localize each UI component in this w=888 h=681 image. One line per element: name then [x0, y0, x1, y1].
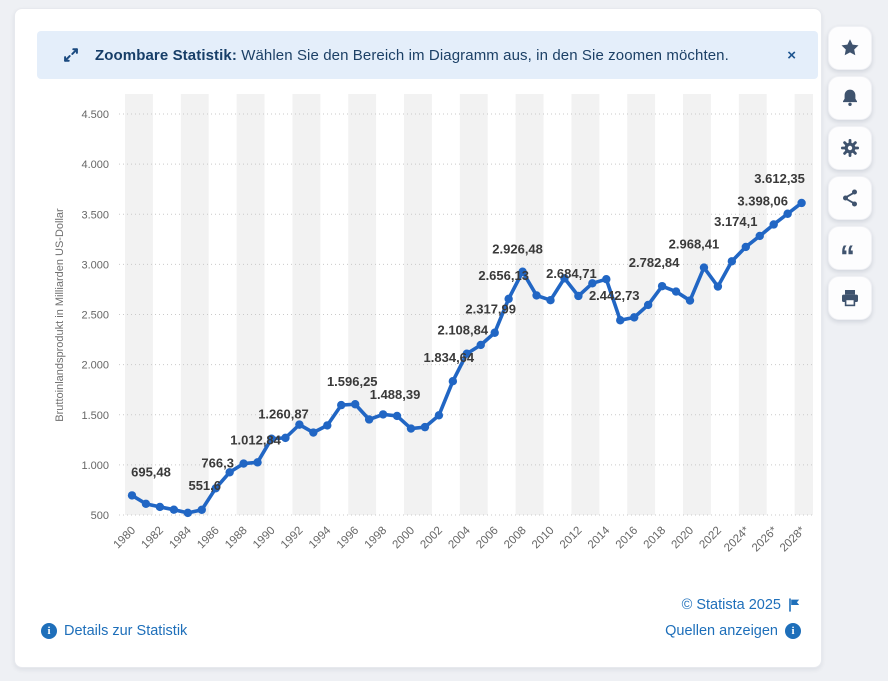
svg-text:1986: 1986: [195, 525, 222, 552]
svg-text:500: 500: [91, 510, 109, 522]
svg-text:1984: 1984: [167, 524, 194, 551]
copyright-link[interactable]: © Statista 2025: [682, 597, 801, 613]
svg-text:1980: 1980: [112, 525, 139, 552]
banner-title: Zoombare Statistik:: [95, 46, 237, 64]
zoom-banner: Zoombare Statistik: Wählen Sie den Berei…: [37, 31, 818, 79]
svg-text:3.000: 3.000: [81, 259, 109, 271]
flag-icon: [789, 598, 800, 612]
svg-text:695,48: 695,48: [131, 464, 171, 479]
copyright-label: © Statista 2025: [681, 597, 781, 613]
details-link[interactable]: Details zur Statistik: [41, 623, 187, 639]
svg-text:1998: 1998: [363, 525, 390, 552]
svg-text:1.000: 1.000: [81, 460, 109, 472]
svg-text:2028*: 2028*: [778, 524, 808, 554]
svg-text:2020: 2020: [670, 525, 697, 552]
svg-text:2.782,84: 2.782,84: [629, 255, 680, 270]
print-icon: [842, 290, 858, 307]
svg-text:3.174,1: 3.174,1: [714, 214, 757, 229]
details-link-label: Details zur Statistik: [64, 623, 188, 639]
svg-text:2010: 2010: [530, 525, 557, 552]
banner-message: Wählen Sie den Bereich im Diagramm aus, …: [241, 46, 729, 64]
notifications-button[interactable]: [828, 76, 872, 120]
gdp-line-chart[interactable]: 500 1.000 1.500 2.000 2.500 3.000 3.500 4.000 4.…: [15, 9, 821, 601]
svg-text:1.012,84: 1.012,84: [230, 433, 281, 448]
svg-text:551,6: 551,6: [188, 478, 221, 493]
svg-text:2024*: 2024*: [722, 524, 752, 554]
svg-text:2.108,84: 2.108,84: [437, 323, 488, 338]
svg-text:1.488,39: 1.488,39: [370, 387, 421, 402]
svg-text:1982: 1982: [139, 525, 166, 552]
svg-text:1996: 1996: [335, 525, 362, 552]
data-point-labels: 695,48 551,6 766,3 1.012,84 1.260,87 1.596,25…: [131, 171, 805, 493]
svg-text:2008: 2008: [502, 525, 529, 552]
svg-text:2.684,71: 2.684,71: [546, 266, 597, 281]
svg-text:2.968,41: 2.968,41: [669, 237, 720, 252]
cite-button[interactable]: “: [828, 226, 872, 270]
svg-text:2000: 2000: [391, 525, 418, 552]
print-button[interactable]: [828, 276, 872, 320]
svg-text:4.500: 4.500: [81, 109, 109, 121]
svg-text:2026*: 2026*: [750, 524, 780, 554]
svg-text:2018: 2018: [642, 525, 669, 552]
svg-text:3.500: 3.500: [81, 209, 109, 221]
settings-button[interactable]: [828, 126, 872, 170]
svg-text:2014: 2014: [586, 524, 613, 551]
banner-close-button[interactable]: ×: [779, 31, 804, 79]
svg-text:1.834,64: 1.834,64: [424, 350, 475, 365]
svg-text:2002: 2002: [418, 525, 445, 552]
svg-text:1990: 1990: [251, 525, 278, 552]
data-point-markers: [127, 198, 806, 518]
svg-text:1.260,87: 1.260,87: [258, 407, 309, 422]
svg-text:2016: 2016: [614, 525, 641, 552]
svg-text:766,3: 766,3: [201, 455, 234, 470]
favorite-button[interactable]: [828, 26, 872, 70]
svg-text:1992: 1992: [279, 525, 306, 552]
sources-link[interactable]: Quellen anzeigen: [665, 623, 801, 639]
svg-text:2.656,13: 2.656,13: [478, 268, 529, 283]
x-axis-labels: 1980 1982 1984 1986 1988 1990 1992 1994 1996 1998…: [112, 524, 809, 554]
star-icon: [841, 39, 859, 56]
svg-text:3.398,06: 3.398,06: [737, 193, 788, 208]
share-icon: [843, 189, 857, 207]
svg-text:2004: 2004: [446, 524, 473, 551]
gear-icon: [841, 139, 859, 157]
quote-icon-glyph: “: [840, 240, 855, 260]
bell-icon: [843, 89, 857, 106]
y-axis-labels: 500 1.000 1.500 2.000 2.500 3.000 3.500 4.000 4.…: [81, 109, 109, 522]
svg-text:2.000: 2.000: [81, 360, 109, 372]
svg-text:1.500: 1.500: [81, 410, 109, 422]
svg-text:2.442,73: 2.442,73: [589, 288, 640, 303]
zoom-expand-icon: [61, 45, 81, 65]
svg-text:4.000: 4.000: [81, 159, 109, 171]
svg-text:1988: 1988: [223, 525, 250, 552]
content-card: Zoombare Statistik: Wählen Sie den Berei…: [14, 8, 822, 668]
share-button[interactable]: [828, 176, 872, 220]
svg-text:2006: 2006: [474, 525, 501, 552]
svg-text:1.596,25: 1.596,25: [327, 374, 378, 389]
svg-text:1994: 1994: [307, 524, 334, 551]
sources-link-label: Quellen anzeigen: [665, 623, 778, 639]
svg-text:2.500: 2.500: [81, 310, 109, 322]
svg-text:2.926,48: 2.926,48: [492, 242, 543, 257]
svg-text:3.612,35: 3.612,35: [754, 171, 805, 186]
info-icon: [785, 623, 801, 639]
svg-text:2012: 2012: [558, 525, 585, 552]
y-axis-title: Bruttoinlandsprodukt in Milliarden US-Do…: [54, 208, 66, 422]
quote-icon: “: [840, 240, 855, 260]
svg-text:2.317,99: 2.317,99: [465, 302, 516, 317]
info-icon: [41, 623, 57, 639]
banner-text: Zoombare Statistik: Wählen Sie den Berei…: [95, 47, 729, 64]
svg-text:2022: 2022: [697, 525, 724, 552]
